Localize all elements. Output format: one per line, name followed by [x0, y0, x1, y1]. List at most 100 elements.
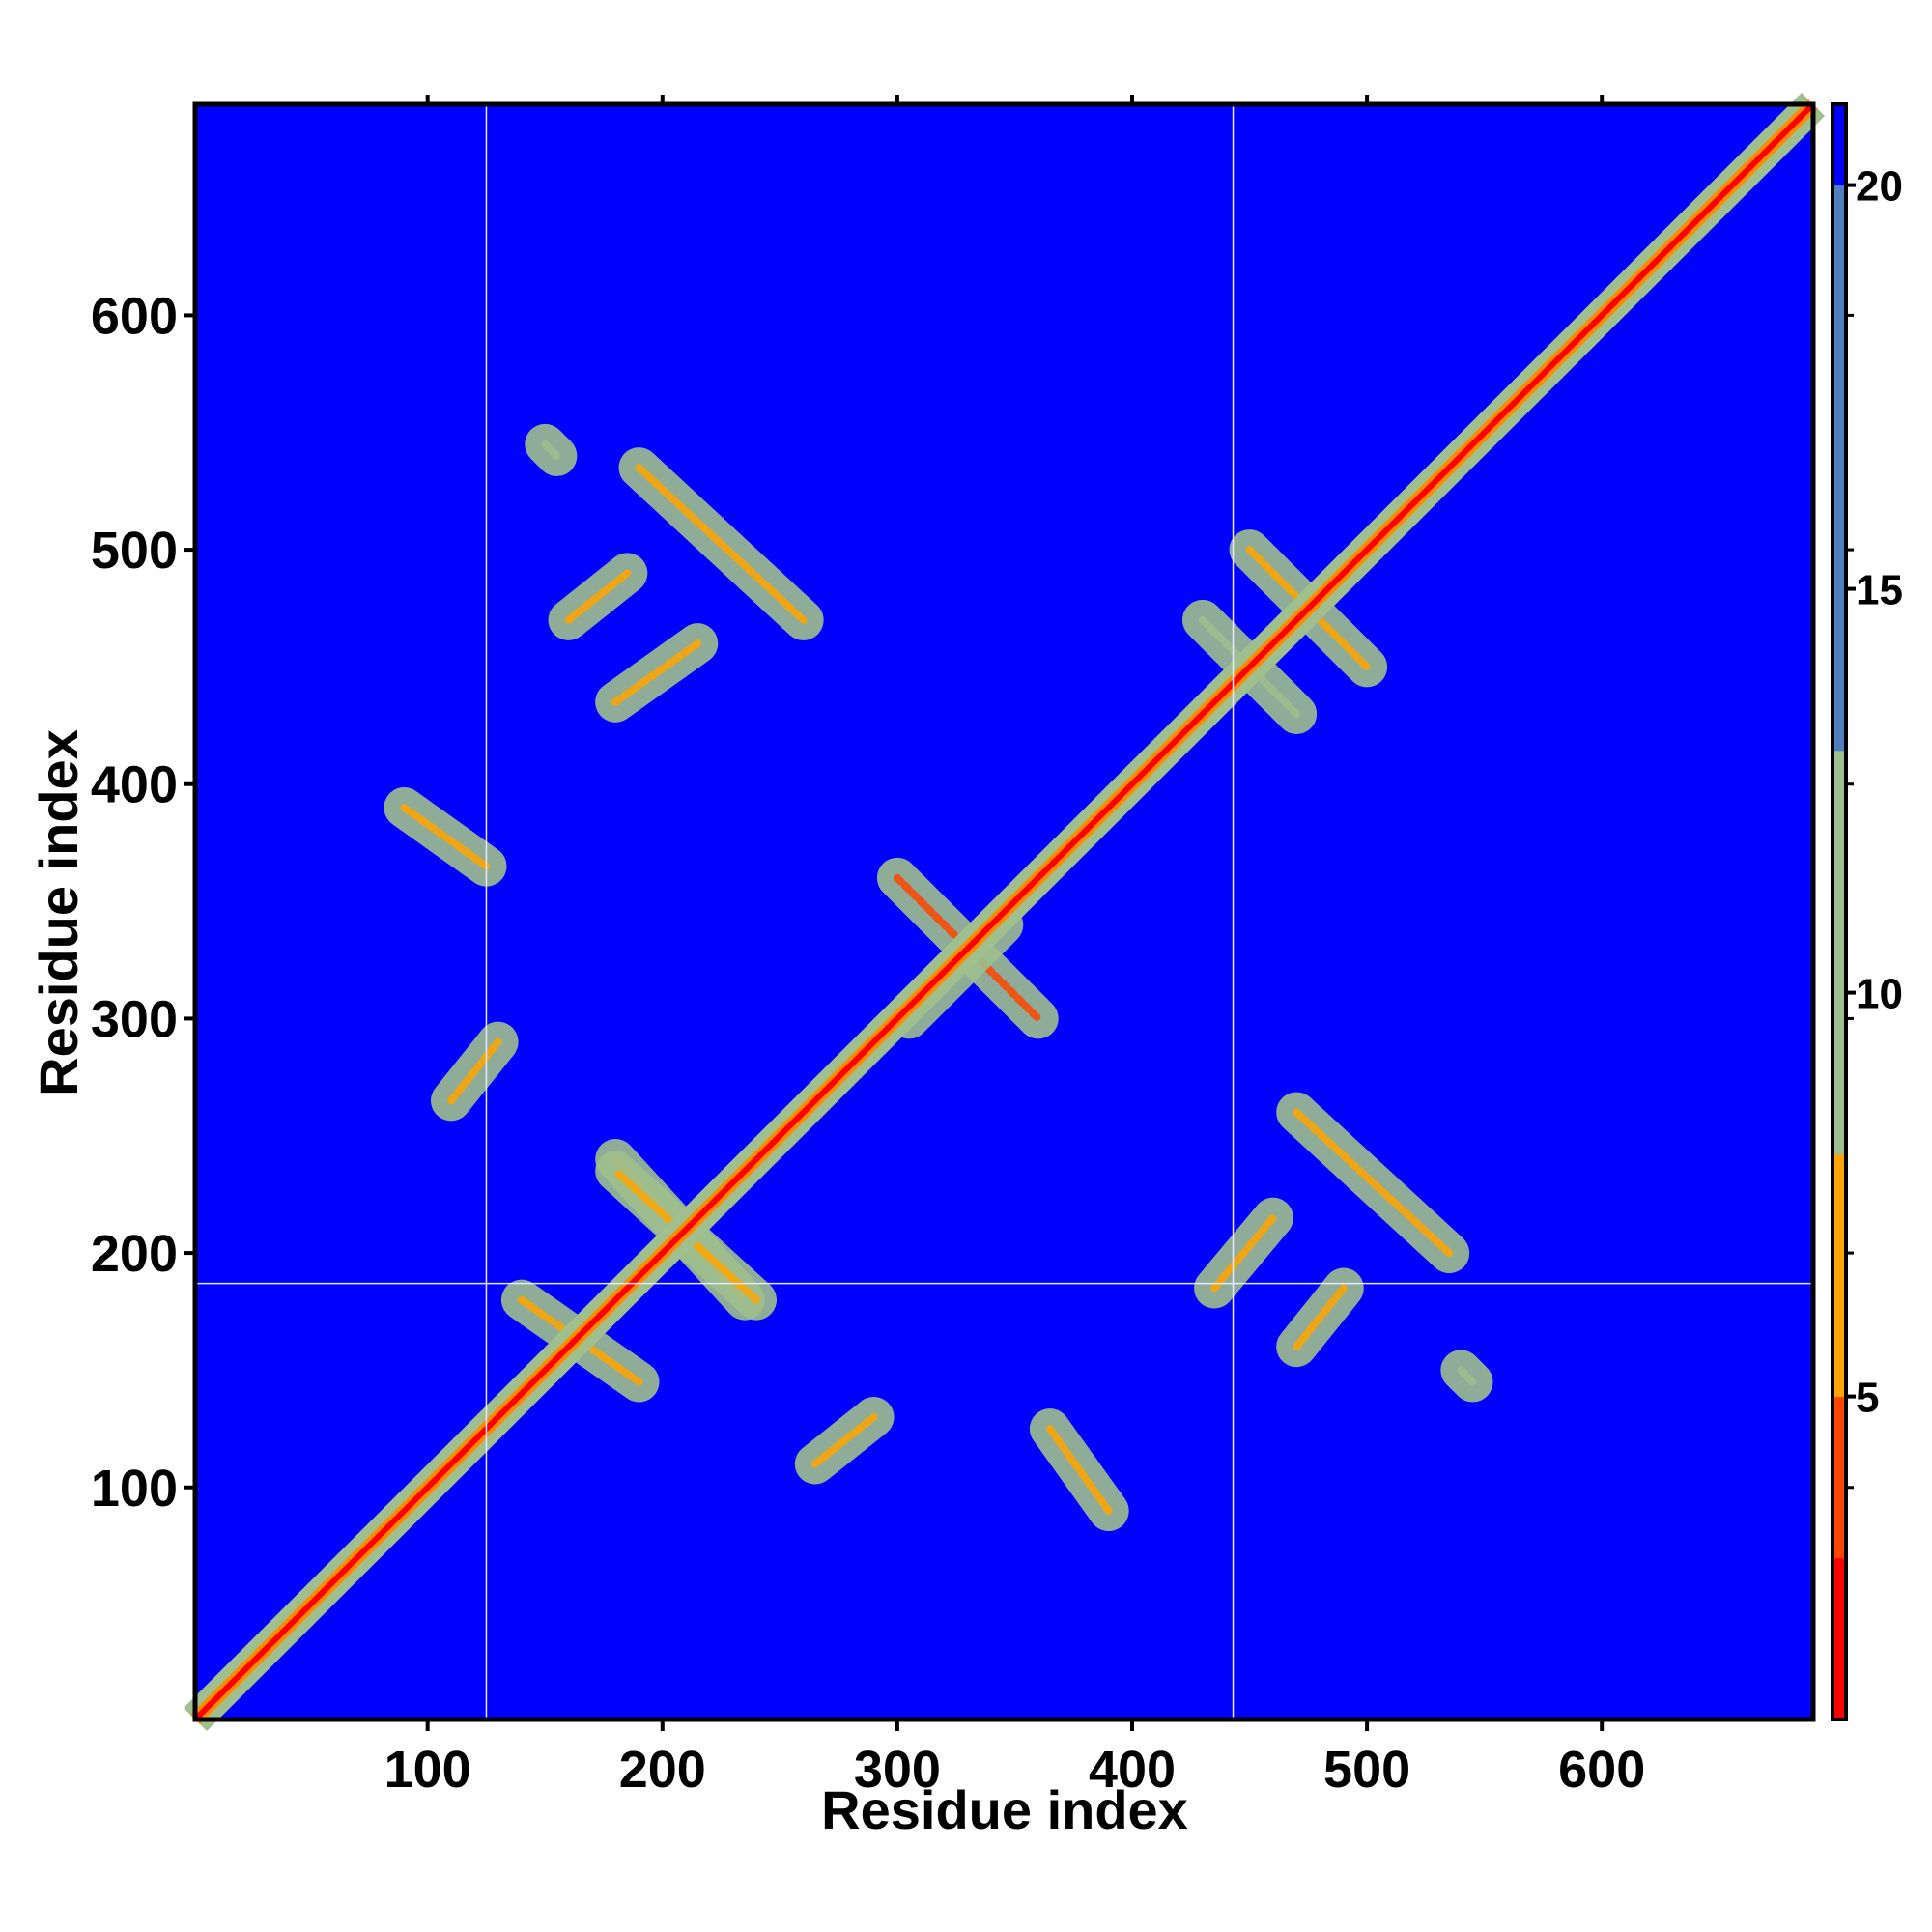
colorbar-segment	[1833, 588, 1846, 610]
colorbar-segment	[1833, 1295, 1846, 1317]
colorbar-segment	[1833, 1598, 1846, 1619]
colorbar-segment	[1833, 1094, 1846, 1115]
contact-region-core	[1293, 1284, 1348, 1351]
colorbar-segment	[1833, 1033, 1846, 1054]
colorbar-segment	[1833, 366, 1846, 388]
plot-area	[183, 92, 1826, 1732]
colorbar-segment	[1833, 1275, 1846, 1296]
colorbar-segment	[1833, 810, 1846, 832]
colorbar-segment	[1833, 609, 1846, 630]
colorbar-segment	[1833, 1073, 1846, 1094]
colorbar-segment	[1833, 871, 1846, 893]
colorbar-segment	[1833, 1316, 1846, 1337]
y-axis-title: Residue index	[28, 729, 89, 1096]
colorbar-segment	[1833, 1133, 1846, 1155]
colorbar-segment	[1833, 912, 1846, 933]
colorbar-segment	[1833, 992, 1846, 1013]
axes: 100 200 300 400 500 600 100 200 300 400 500 600	[91, 95, 1816, 1799]
colorbar-segment	[1833, 729, 1846, 752]
x-tick-label: 200	[619, 1741, 706, 1799]
contact-region-core	[1293, 1108, 1454, 1258]
colorbar-segment	[1833, 326, 1846, 348]
colorbar-segment	[1833, 1436, 1846, 1458]
colorbar-segment	[1833, 931, 1846, 953]
colorbar-segment	[1833, 1114, 1846, 1135]
contact-region-core	[541, 440, 561, 461]
colorbar-segment	[1833, 1153, 1846, 1176]
colorbar-segment	[1833, 568, 1846, 590]
colorbar-segment	[1833, 225, 1846, 246]
contact-region-core	[810, 1412, 878, 1468]
y-tick-label: 300	[91, 990, 178, 1048]
colorbar-segment	[1833, 245, 1846, 267]
colorbar-segment	[1833, 1659, 1846, 1680]
colorbar-segment	[1833, 1012, 1846, 1034]
colorbar-segment	[1833, 669, 1846, 691]
colorbar-segment	[1833, 1376, 1846, 1398]
x-axis-title: Residue index	[821, 1779, 1188, 1840]
colorbar-segment	[1833, 447, 1846, 469]
colorbar-segment	[1833, 427, 1846, 448]
contact-region-core	[1457, 1366, 1477, 1386]
colorbar-segment	[1833, 548, 1846, 570]
colorbar-segment	[1833, 1577, 1846, 1600]
colorbar-segment	[1833, 770, 1846, 792]
x-tick-label: 300	[854, 1741, 941, 1799]
colorbar-segment	[1833, 649, 1846, 670]
y-tick-label: 500	[91, 522, 178, 580]
colorbar-segment	[1833, 1255, 1846, 1276]
diagonal-core	[192, 101, 1816, 1722]
x-tick-label: 100	[384, 1741, 471, 1799]
colorbar-segment	[1833, 407, 1846, 428]
colorbar-segment	[1833, 1618, 1846, 1639]
colorbar-segment	[1833, 1396, 1846, 1417]
colorbar-segment	[1833, 1416, 1846, 1437]
colorbar-segment	[1833, 144, 1846, 166]
colorbar-tick-label: 10	[1856, 971, 1903, 1018]
colorbar-segment	[1833, 1174, 1846, 1196]
colorbar-segment	[1833, 1699, 1846, 1720]
colorbar-segment	[1833, 1477, 1846, 1498]
colorbar-segment	[1833, 1214, 1846, 1236]
colorbar-segment	[1833, 1194, 1846, 1215]
colorbar-tick-label: 5	[1856, 1375, 1879, 1422]
colorbar-segment	[1833, 1557, 1846, 1579]
colorbar-segment	[1833, 346, 1846, 368]
colorbar-segment	[1833, 790, 1846, 811]
colorbar-segment	[1833, 690, 1846, 711]
y-tick-label: 100	[91, 1460, 178, 1518]
colorbar-segment	[1833, 1497, 1846, 1519]
colorbar-segment	[1833, 1355, 1846, 1378]
contact-region-core	[446, 1037, 502, 1105]
colorbar-segment	[1833, 527, 1846, 550]
colorbar-segment	[1833, 1053, 1846, 1074]
y-tick-label: 200	[91, 1225, 178, 1283]
x-tick-label: 400	[1089, 1741, 1176, 1799]
colorbar-segment	[1833, 1537, 1846, 1559]
colorbar-segment	[1833, 972, 1846, 994]
x-tick-label: 500	[1323, 1741, 1410, 1799]
colorbar-segment	[1833, 164, 1846, 186]
contact-region-core	[400, 804, 491, 870]
colorbar-segment	[1833, 629, 1846, 650]
y-tick-label: 400	[91, 756, 178, 814]
colorbar-segment	[1833, 104, 1846, 126]
contact-region-core	[1210, 1213, 1277, 1293]
colorbar-segment	[1833, 205, 1846, 226]
colorbar-segment	[1833, 386, 1846, 408]
plot-frame	[192, 101, 1816, 1722]
colorbar-segment	[1833, 266, 1846, 287]
colorbar-segment	[1833, 892, 1846, 913]
colorbar-segment	[1833, 286, 1846, 307]
contact-region-core	[635, 464, 808, 624]
colorbar-segment	[1833, 1235, 1846, 1256]
colorbar-segment	[1833, 1335, 1846, 1357]
colorbar-segment	[1833, 468, 1846, 489]
colorbar-segment	[1833, 710, 1846, 731]
contact-region-core	[564, 569, 632, 624]
colorbar-segment	[1833, 124, 1846, 146]
colorbar-tick-label: 20	[1856, 163, 1903, 211]
colorbar-segment	[1833, 1518, 1846, 1539]
colorbar-segment	[1833, 1457, 1846, 1478]
